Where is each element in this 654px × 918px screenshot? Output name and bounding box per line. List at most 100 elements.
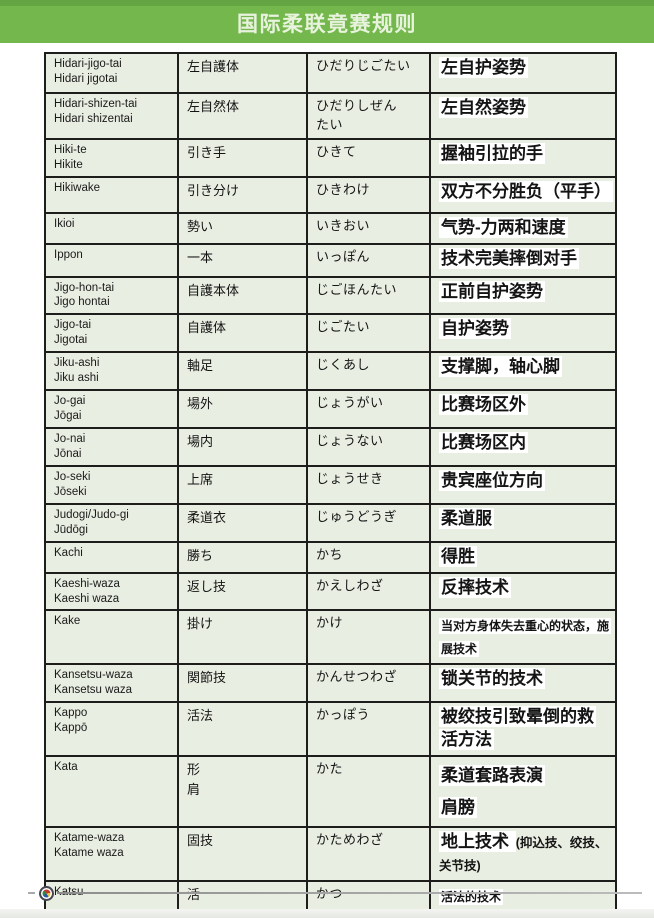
table-row: Judogi/Judo-gi Jūdōgi 柔道衣 じゅうどうぎ 柔道服 — [44, 502, 617, 543]
footer-divider-line — [57, 892, 642, 894]
kana-cell: かた — [306, 755, 431, 828]
kanji-cell: 勝ち — [177, 540, 308, 574]
chinese-translation-cell: 比赛场区内 — [429, 427, 617, 467]
chinese-translation-cell: 被绞技引致晕倒的救活方法 — [429, 701, 617, 758]
chinese-text: 技术完美摔倒对手 — [439, 247, 579, 269]
romaji-cell: Katsu — [44, 879, 179, 913]
kana-cell: かためわざ — [306, 825, 431, 882]
chinese-translation-cell: 反摔技术 — [429, 571, 617, 612]
romaji-cell: Ippon — [44, 242, 179, 278]
table-row: Hiki-te Hikite 引き手 ひきて 握袖引拉的手 — [44, 137, 617, 178]
chinese-text: 气势-力两和速度 — [439, 216, 568, 238]
romaji-cell: Katame-waza Katame waza — [44, 825, 179, 882]
romaji-cell: Hidari-shizen-tai Hidari shizentai — [44, 92, 179, 140]
romaji-cell: Jigo-hon-tai Jigo hontai — [44, 275, 179, 316]
chinese-text: 握袖引拉的手 — [439, 142, 545, 164]
header-banner: 国际柔联竟赛规则 — [0, 0, 654, 43]
terminology-table: Hidari-jigo-tai Hidari jigotai 左自護体 ひだりじごた… — [44, 52, 617, 918]
kana-cell: じくあし — [306, 351, 431, 392]
romaji-cell: Hiki-te Hikite — [44, 137, 179, 178]
kana-cell: かっぽう — [306, 701, 431, 758]
table-row: Hikiwake 引き分け ひきわけ 双方不分胜负（平手） — [44, 175, 617, 214]
kanji-cell: 勢い — [177, 211, 308, 245]
chinese-translation-cell: 柔道服 — [429, 502, 617, 543]
chinese-translation-cell: 当对方身体失去重心的状态，施展技术 — [429, 609, 617, 666]
kanji-cell: 自護本体 — [177, 275, 308, 316]
kanji-cell: 軸足 — [177, 351, 308, 392]
romaji-cell: Jo-nai Jōnai — [44, 427, 179, 467]
chinese-translation-cell: 贵宾座位方向 — [429, 464, 617, 505]
table-row: Hidari-jigo-tai Hidari jigotai 左自護体 ひだりじごた… — [44, 52, 617, 94]
chinese-text: 被绞技引致晕倒的救活方法 — [439, 706, 596, 751]
table-row: Kansetsu-waza Kansetsu waza 関節技 かんせつわざ 锁关节的… — [44, 663, 617, 704]
table-row: Jiku-ashi Jiku ashi 軸足 じくあし 支撑脚，轴心脚 — [44, 351, 617, 392]
kanji-cell: 場内 — [177, 427, 308, 467]
chinese-translation-cell: 柔道套路表演 肩膀 — [429, 755, 617, 828]
kana-cell: じょうない — [306, 427, 431, 467]
bottom-edge-strip — [0, 909, 654, 918]
romaji-cell: Judogi/Judo-gi Jūdōgi — [44, 502, 179, 543]
kanji-cell: 一本 — [177, 242, 308, 278]
chinese-text: 左自然姿势 — [439, 97, 528, 118]
chinese-text: 反摔技术 — [439, 576, 511, 598]
kana-cell: かち — [306, 540, 431, 574]
romaji-cell: Kappo Kappō — [44, 701, 179, 758]
chinese-text: 锁关节的技术 — [439, 668, 545, 690]
kana-cell: じごほんたい — [306, 275, 431, 316]
kana-cell: ひだりしぜん たい — [306, 92, 431, 140]
kanji-cell: 柔道衣 — [177, 502, 308, 543]
chinese-text: 自护姿势 — [439, 318, 511, 340]
table-row: Jo-nai Jōnai 場内 じょうない 比赛场区内 — [44, 427, 617, 467]
kana-cell: じゅうどうぎ — [306, 502, 431, 543]
chinese-translation-cell: 双方不分胜负（平手） — [429, 175, 617, 214]
kanji-cell: 形 肩 — [177, 755, 308, 828]
romaji-cell: Kata — [44, 755, 179, 828]
chinese-text: 贵宾座位方向 — [439, 469, 545, 491]
table-row: Kachi 勝ち かち 得胜 — [44, 540, 617, 574]
chinese-translation-cell: 自护姿势 — [429, 313, 617, 354]
romaji-cell: Jo-seki Jōseki — [44, 464, 179, 505]
table-row: Hidari-shizen-tai Hidari shizentai 左自然体 ひだ… — [44, 92, 617, 140]
chinese-translation-cell: 左自然姿势 — [429, 92, 617, 140]
kanji-cell: 左自然体 — [177, 92, 308, 140]
chinese-text: 当对方身体失去重心的状态，施展技术 — [439, 618, 612, 658]
kana-cell: ひきて — [306, 137, 431, 178]
table-body: Hidari-jigo-tai Hidari jigotai 左自護体 ひだりじごた… — [44, 52, 617, 918]
table-row: Kata 形 肩かた 柔道套路表演 肩膀 — [44, 755, 617, 828]
kana-cell: かけ — [306, 609, 431, 666]
romaji-cell: Kachi — [44, 540, 179, 574]
table-row: Katame-waza Katame waza 固技 かためわざ 地上技术 (抑込技、… — [44, 825, 617, 882]
table-row: Kappo Kappō 活法 かっぽう 被绞技引致晕倒的救活方法 — [44, 701, 617, 758]
chinese-translation-cell: 左自护姿势 — [429, 52, 617, 94]
chinese-text: 地上技术 — [439, 830, 516, 852]
chinese-translation-cell: 正前自护姿势 — [429, 275, 617, 316]
page-title: 国际柔联竟赛规则 — [237, 12, 417, 36]
chinese-translation-cell: 比赛场区外 — [429, 389, 617, 429]
chinese-text: 正前自护姿势 — [439, 280, 545, 302]
footer-dash — [28, 892, 35, 894]
romaji-cell: Kake — [44, 609, 179, 666]
kanji-cell: 返し技 — [177, 571, 308, 612]
chinese-text: 柔道套路表演 肩膀 — [439, 765, 545, 818]
kanji-cell: 固技 — [177, 825, 308, 882]
chinese-text: 支撑脚，轴心脚 — [439, 356, 562, 378]
footer-emblem-icon — [39, 885, 54, 901]
kanji-cell: 活法 — [177, 701, 308, 758]
kana-cell: じょうせき — [306, 464, 431, 505]
chinese-text: 双方不分胜负（平手） — [439, 180, 613, 202]
kana-cell: いきおい — [306, 211, 431, 245]
chinese-translation-cell: 气势-力两和速度 — [429, 211, 617, 245]
romaji-cell: Jigo-tai Jigotai — [44, 313, 179, 354]
romaji-cell: Hidari-jigo-tai Hidari jigotai — [44, 52, 179, 94]
kanji-cell: 上席 — [177, 464, 308, 505]
kana-cell: かえしわざ — [306, 571, 431, 612]
chinese-text: 比赛场区外 — [439, 394, 528, 416]
chinese-text: 柔道服 — [439, 507, 494, 529]
kanji-cell: 自護体 — [177, 313, 308, 354]
kanji-cell: 左自護体 — [177, 52, 308, 94]
table-row: Jo-gai Jōgai 場外 じょうがい 比赛场区外 — [44, 389, 617, 429]
romaji-cell: Jo-gai Jōgai — [44, 389, 179, 429]
table-row: Jo-seki Jōseki 上席 じょうせき 贵宾座位方向 — [44, 464, 617, 505]
table-row: Ippon 一本 いっぽん 技术完美摔倒对手 — [44, 242, 617, 278]
table-row: Kake 掛け かけ 当对方身体失去重心的状态，施展技术 — [44, 609, 617, 666]
